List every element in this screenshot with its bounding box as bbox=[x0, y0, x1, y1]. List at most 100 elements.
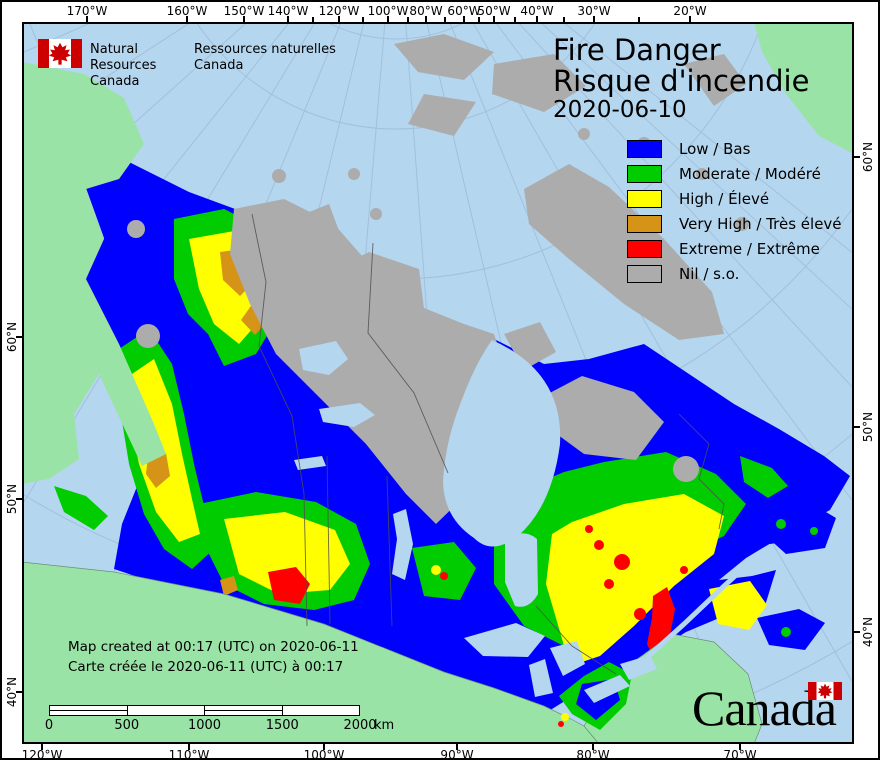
axis-tick-top-minor bbox=[312, 17, 314, 22]
james-bay bbox=[505, 533, 538, 607]
data-void-circle bbox=[414, 486, 434, 506]
scalebar-label: 0 bbox=[44, 718, 54, 733]
st-lawrence-river bbox=[640, 564, 748, 664]
axis-tick-top bbox=[287, 16, 289, 22]
lake-athabasca bbox=[294, 456, 326, 470]
axis-tick-left bbox=[16, 691, 22, 693]
scale-segment bbox=[49, 705, 128, 716]
axis-label-right: 40°N bbox=[861, 616, 875, 648]
axis-label-bottom: 80°W bbox=[576, 748, 610, 760]
data-void-circle bbox=[127, 220, 145, 238]
title-date: 2020-06-10 bbox=[553, 97, 687, 123]
axis-tick-bottom bbox=[456, 744, 458, 750]
title-french: Risque d'incendie bbox=[553, 64, 810, 98]
lake-huron bbox=[550, 641, 585, 676]
nova-scotia bbox=[757, 609, 825, 650]
logo-en-line1: Natural Resources bbox=[90, 42, 157, 73]
axis-tick-left bbox=[16, 498, 22, 500]
united-states bbox=[24, 561, 598, 742]
axis-label-top: 80°W bbox=[409, 4, 443, 18]
data-void-circle bbox=[673, 456, 699, 482]
ungava-peninsula bbox=[544, 376, 664, 460]
scalebar-unit: km bbox=[374, 718, 395, 733]
axis-tick-top bbox=[493, 16, 495, 22]
legend-swatch-low bbox=[627, 139, 662, 158]
victoria-island bbox=[324, 252, 424, 332]
axis-label-bottom: 70°W bbox=[723, 748, 757, 760]
title-english: Fire Danger bbox=[553, 33, 721, 67]
legend-label: Very High / Très élevé bbox=[679, 214, 842, 233]
legend-swatch-high bbox=[627, 189, 662, 208]
axis-tick-bottom bbox=[739, 744, 741, 750]
hudson-bay bbox=[443, 340, 561, 547]
legend: Low / Bas Moderate / Modéré High / Élevé Ve… bbox=[627, 136, 842, 286]
axis-label-top: 40°W bbox=[520, 4, 554, 18]
axis-label-bottom: 120°W bbox=[21, 748, 63, 760]
legend-item-extreme: Extreme / Extrême bbox=[627, 236, 842, 261]
agency-logo: Natural Resources Canada Ressources natu… bbox=[38, 39, 354, 90]
legend-item-nil: Nil / s.o. bbox=[627, 261, 842, 286]
axis-tick-top-minor bbox=[514, 17, 516, 22]
province-borders bbox=[251, 213, 725, 675]
legend-item-very_high: Very High / Très élevé bbox=[627, 211, 842, 236]
legend-swatch-extreme bbox=[627, 239, 662, 258]
alaska bbox=[24, 62, 166, 484]
logo-en-line2: Canada bbox=[90, 74, 140, 89]
scalebar-label: 2000 bbox=[343, 718, 377, 733]
legend-swatch-moderate bbox=[627, 164, 662, 183]
axis-label-top: 160°W bbox=[166, 4, 208, 18]
axis-tick-top bbox=[425, 16, 427, 22]
axis-label-top: 20°W bbox=[673, 4, 707, 18]
creation-note-en: Map created at 00:17 (UTC) on 2020-06-11 bbox=[68, 639, 359, 655]
creation-note-fr: Carte créée le 2020-06-11 (UTC) à 00:17 bbox=[68, 659, 344, 675]
axis-tick-bottom bbox=[592, 744, 594, 750]
axis-tick-right bbox=[854, 631, 860, 633]
scalebar-label: 500 bbox=[114, 718, 140, 733]
scale-segment bbox=[204, 705, 283, 716]
axis-label-right: 60°N bbox=[861, 141, 875, 173]
creation-note: Map created at 00:17 (UTC) on 2020-06-11… bbox=[68, 637, 359, 677]
extreme-danger-regions bbox=[268, 525, 688, 665]
axis-tick-right bbox=[854, 156, 860, 158]
legend-swatch-very_high bbox=[627, 214, 662, 233]
great-bear-lake bbox=[299, 341, 348, 375]
axis-label-bottom: 90°W bbox=[440, 748, 474, 760]
axis-tick-top-minor bbox=[638, 17, 640, 22]
great-slave-lake bbox=[319, 403, 375, 427]
legend-item-high: High / Élevé bbox=[627, 186, 842, 211]
axis-label-top: 30°W bbox=[577, 4, 611, 18]
legend-swatch-nil bbox=[627, 264, 662, 283]
axis-label-top: 100°W bbox=[367, 4, 409, 18]
legend-label: Moderate / Modéré bbox=[679, 164, 821, 183]
legend-item-low: Low / Bas bbox=[627, 136, 842, 161]
axis-tick-top bbox=[689, 16, 691, 22]
axis-label-top: 140°W bbox=[267, 4, 309, 18]
lake-erie bbox=[584, 675, 630, 703]
lakes-and-bays bbox=[294, 340, 748, 703]
axis-tick-top-minor bbox=[478, 17, 480, 22]
legend-item-moderate: Moderate / Modéré bbox=[627, 161, 842, 186]
axis-tick-top-minor bbox=[362, 17, 364, 22]
scale-segment bbox=[281, 705, 360, 716]
legend-label: Extreme / Extrême bbox=[679, 239, 820, 258]
axis-label-top: 50°W bbox=[477, 4, 511, 18]
logo-text-fr: Ressources naturelles Canada bbox=[194, 39, 354, 74]
axis-tick-top bbox=[387, 16, 389, 22]
axis-tick-bottom bbox=[41, 744, 43, 750]
axis-tick-top-minor bbox=[407, 17, 409, 22]
logo-fr-line2: Canada bbox=[194, 58, 244, 73]
map-canvas bbox=[24, 24, 852, 742]
legend-label: Low / Bas bbox=[679, 139, 751, 158]
axis-tick-top bbox=[463, 16, 465, 22]
axis-label-top: 170°W bbox=[66, 4, 108, 18]
scale-bar bbox=[49, 705, 360, 716]
axis-label-bottom: 110°W bbox=[168, 748, 210, 760]
scalebar-label: 1000 bbox=[187, 718, 222, 733]
axis-tick-top bbox=[86, 16, 88, 22]
axis-tick-top bbox=[338, 16, 340, 22]
axis-tick-top bbox=[186, 16, 188, 22]
greenland bbox=[754, 24, 852, 153]
axis-label-top: 150°W bbox=[223, 4, 265, 18]
wordmark-flag-icon bbox=[808, 682, 842, 700]
